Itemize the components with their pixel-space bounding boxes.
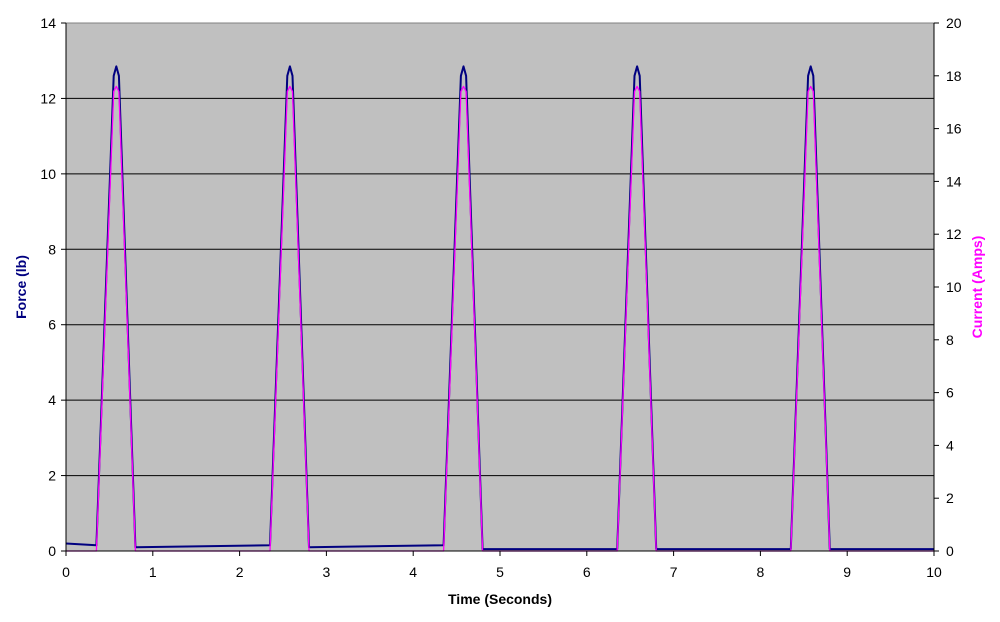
y-right-tick-label: 18 bbox=[946, 68, 962, 84]
x-tick-label: 0 bbox=[62, 564, 70, 580]
y-left-tick-label: 6 bbox=[48, 317, 56, 333]
plot-area bbox=[65, 22, 935, 552]
x-tick-label: 3 bbox=[323, 564, 331, 580]
x-tick-label: 8 bbox=[757, 564, 765, 580]
y-left-tick-label: 12 bbox=[40, 90, 56, 106]
y-left-tick-label: 8 bbox=[48, 241, 56, 257]
x-tick-label: 2 bbox=[236, 564, 244, 580]
y-left-tick-label: 14 bbox=[40, 15, 56, 31]
y-right-tick-label: 8 bbox=[946, 332, 954, 348]
x-tick-label: 4 bbox=[409, 564, 417, 580]
x-axis-title: Time (Seconds) bbox=[448, 591, 552, 607]
y-right-tick-label: 14 bbox=[946, 173, 962, 189]
y-right-tick-label: 20 bbox=[946, 15, 962, 31]
y-left-tick-label: 4 bbox=[48, 392, 56, 408]
y-right-tick-label: 4 bbox=[946, 437, 954, 453]
gridlines bbox=[66, 97, 934, 477]
y-axis-right-title: Current (Amps) bbox=[969, 236, 985, 339]
x-tick-label: 1 bbox=[149, 564, 157, 580]
series-layer bbox=[65, 65, 934, 552]
series-line-current bbox=[66, 85, 934, 552]
y-right-tick-label: 10 bbox=[946, 279, 962, 295]
x-tick-label: 9 bbox=[843, 564, 851, 580]
y-right-tick-label: 2 bbox=[946, 490, 954, 506]
y-right-tick-label: 6 bbox=[946, 385, 954, 401]
y-left-tick-label: 2 bbox=[48, 468, 56, 484]
y-left-tick-label: 10 bbox=[40, 166, 56, 182]
y-axis-left-title: Force (lb) bbox=[13, 255, 29, 319]
y-right-tick-label: 0 bbox=[946, 543, 954, 559]
x-tick-label: 7 bbox=[670, 564, 678, 580]
y-right-tick-label: 16 bbox=[946, 121, 962, 137]
x-tick-label: 6 bbox=[583, 564, 591, 580]
y-right-tick-label: 12 bbox=[946, 226, 962, 242]
x-tick-label: 5 bbox=[496, 564, 504, 580]
y-left-tick-label: 0 bbox=[48, 543, 56, 559]
x-tick-label: 10 bbox=[926, 564, 942, 580]
